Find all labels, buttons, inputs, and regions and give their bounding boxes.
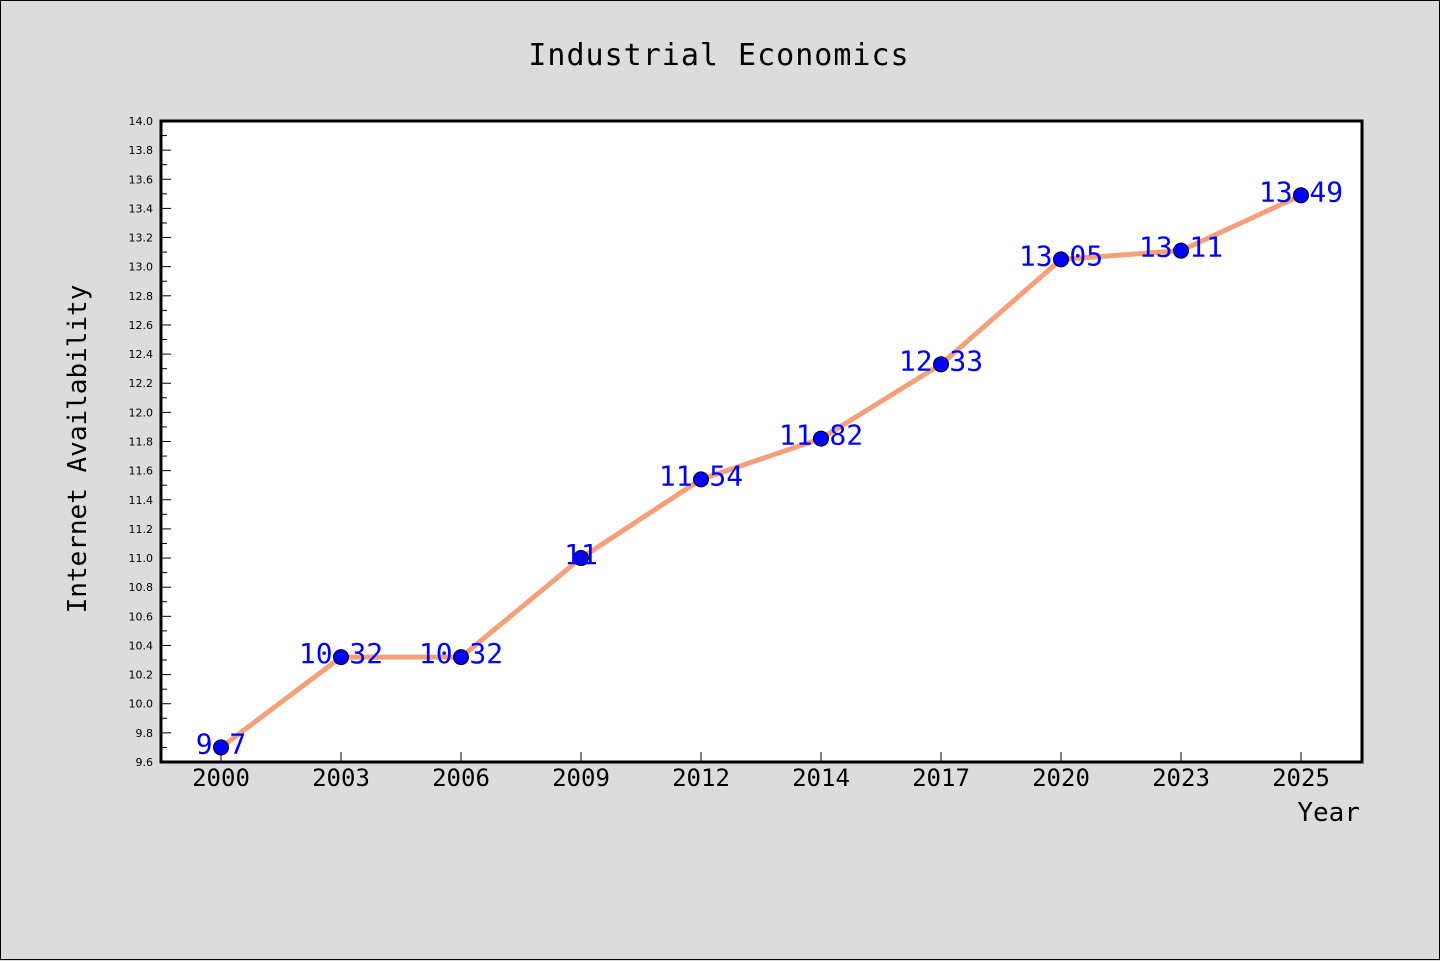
data-point [1173,242,1189,259]
data-point [693,471,709,488]
data-point [1293,187,1309,204]
y-tick-label: 10.8 [129,581,154,594]
x-tick-label: 2014 [792,764,850,792]
data-point [1053,251,1069,268]
x-tick-label: 2000 [192,764,250,792]
series-line [218,192,1304,750]
data-label: 13.49 [1259,175,1343,208]
x-axis-title: Year [1297,798,1360,828]
y-tick-label: 10.2 [129,669,154,682]
data-label: 12.33 [899,344,983,377]
y-tick-label: 13.2 [129,232,154,245]
data-point [453,649,469,666]
y-tick-label: 11.8 [129,436,154,449]
data-point [573,550,589,567]
data-label: 13.05 [1019,239,1103,272]
data-label: 11.54 [659,459,743,492]
data-label: 9.7 [196,727,247,760]
y-tick-label: 13.0 [129,261,154,274]
y-tick-label: 12.4 [129,348,154,361]
data-label: 10.32 [299,637,383,670]
y-tick-label: 11.0 [129,552,154,565]
x-tick-label: 2020 [1032,764,1090,792]
y-tick-label: 14.0 [129,115,154,128]
data-point [813,430,829,447]
y-tick-label: 13.4 [129,202,154,215]
y-tick-label: 9.8 [136,727,154,740]
y-tick-label: 10.4 [129,639,154,652]
x-tick-label: 2003 [312,764,370,792]
y-tick-label: 10.6 [129,610,154,623]
x-tick-label: 2012 [672,764,730,792]
y-tick-label: 12.6 [129,319,154,332]
y-tick-label: 10.0 [129,698,154,711]
data-point [933,356,949,373]
y-tick-label: 13.8 [129,144,154,157]
y-tick-label: 12.8 [129,290,154,303]
series-group [213,187,1309,756]
x-tick-label: 2017 [912,764,970,792]
x-tick-label: 2009 [552,764,610,792]
y-tick-label: 11.6 [129,465,154,478]
data-label: 10.32 [419,637,503,670]
y-axis-title: Internet Availability [63,285,93,614]
y-tick-label: 11.4 [129,494,154,507]
data-point [213,739,229,756]
data-labels-group: 9.7 10.32 10.32 11 11.54 11.82 12.33 13.05 13.11… [196,175,1343,760]
data-label: 11 [564,538,598,571]
y-tick-label: 13.6 [129,173,154,186]
y-tick-label: 12.0 [129,406,154,419]
y-tick-label: 12.2 [129,377,154,390]
chart-title: Industrial Economics [528,38,909,73]
data-point [333,649,349,666]
x-tick-label: 2023 [1152,764,1210,792]
data-label: 11.82 [779,419,863,452]
x-tick-label: 2025 [1272,764,1330,792]
data-label: 13.11 [1139,231,1223,264]
y-tick-label: 9.6 [136,756,154,769]
x-tick-label: 2006 [432,764,490,792]
x-axis: 2000 2003 2006 2009 2012 2014 2017 2020 2023 2025 [192,752,1330,792]
y-axis: 9.6 9.8 10.0 10.2 10.4 10.6 10.8 11.0 11.2 11.4 11… [129,115,171,769]
y-tick-label: 11.2 [129,523,154,536]
